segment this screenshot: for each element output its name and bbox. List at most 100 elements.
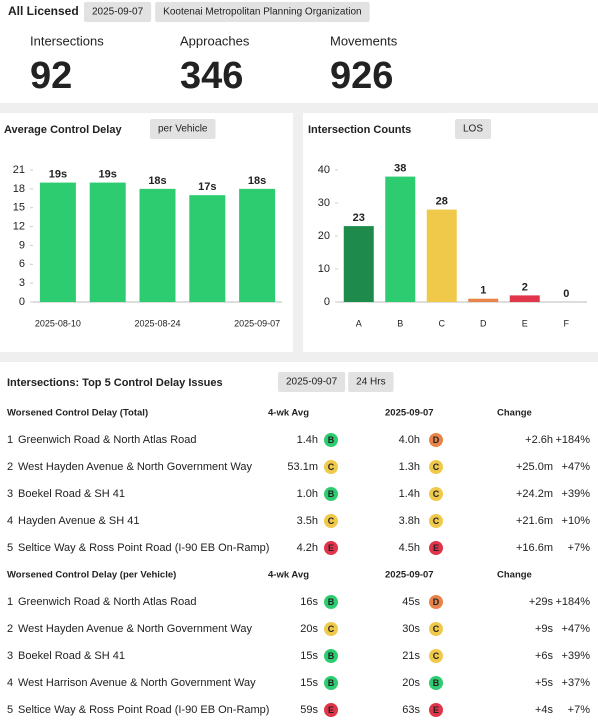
los-badge (429, 487, 443, 501)
change-percent: +47% (562, 623, 591, 635)
change: +2.6h (525, 434, 553, 446)
los-grade: E (328, 543, 334, 553)
y-tick-label: 0 (19, 296, 25, 308)
value-label: 2 (522, 281, 528, 293)
rank: 3 (7, 650, 13, 662)
issues-card (0, 362, 598, 721)
los-grade: B (328, 435, 335, 445)
intersection-name[interactable]: Hayden Avenue & SH 41 (18, 515, 140, 527)
change-percent: +37% (562, 677, 591, 689)
delay-value: 3.8h (399, 515, 420, 527)
value-label: 18s (248, 175, 266, 187)
x-tick-label: E (522, 318, 528, 328)
change: +24.2m (516, 488, 553, 500)
y-tick-label: 21 (13, 164, 25, 176)
rank: 1 (7, 596, 13, 608)
x-tick-label: 2025-08-10 (35, 318, 81, 328)
issues-period-pill[interactable] (348, 372, 394, 392)
issues-period-pill-label[interactable]: 24 Hrs (356, 377, 385, 388)
column-header: Worsened Control Delay (Total) (7, 408, 148, 419)
intersection-name[interactable]: Seltice Way & Ross Point Road (I-90 EB O… (18, 704, 269, 716)
bar (426, 209, 457, 302)
chart-option[interactable] (455, 119, 492, 139)
change: +9s (535, 623, 554, 635)
intersection-name[interactable]: Seltice Way & Ross Point Road (I-90 EB O… (18, 542, 269, 554)
intersection-name[interactable]: Boekel Road & SH 41 (18, 488, 125, 500)
intersection-name[interactable]: West Harrison Avenue & North Government … (18, 677, 256, 689)
issues-title: Intersections: Top 5 Control Delay Issue… (7, 377, 223, 389)
x-tick-label: 2025-08-24 (134, 318, 180, 328)
chart-option-label[interactable]: per Vehicle (158, 124, 208, 135)
bar (39, 182, 76, 302)
x-tick-label: 2025-09-07 (234, 318, 280, 328)
delay-value: 30s (402, 623, 420, 635)
intersection-name[interactable]: West Hayden Avenue & North Government Wa… (18, 623, 252, 635)
y-tick-label: 10 (318, 263, 330, 275)
value-label: 28 (436, 196, 448, 208)
column-header: 4-wk Avg (268, 408, 309, 419)
chart-option-label[interactable]: LOS (463, 124, 483, 135)
delay-value: 53.1m (287, 461, 318, 473)
delay-value: 20s (402, 677, 420, 689)
change-percent: +10% (562, 515, 591, 527)
y-tick-label: 6 (19, 258, 25, 270)
los-grade: C (328, 516, 335, 526)
issues-date-pill[interactable] (278, 372, 346, 392)
los-grade: C (433, 462, 440, 472)
bar (468, 298, 499, 302)
los-grade: C (433, 489, 440, 499)
delay-value: 3.5h (297, 515, 318, 527)
page-title: All Licensed (8, 4, 79, 18)
los-badge (324, 460, 338, 474)
intersection-name[interactable]: Greenwich Road & North Atlas Road (18, 596, 197, 608)
intersection-name[interactable]: Greenwich Road & North Atlas Road (18, 434, 197, 446)
intersection-name[interactable]: Boekel Road & SH 41 (18, 650, 125, 662)
los-badge (429, 622, 443, 636)
rank: 4 (7, 677, 13, 689)
bar (89, 182, 126, 302)
los-badge (429, 676, 443, 690)
los-grade: D (433, 435, 440, 445)
x-tick-label: D (480, 318, 487, 328)
value-label: 19s (49, 168, 67, 180)
value-label: 0 (563, 288, 569, 300)
rank: 2 (7, 623, 13, 635)
kpi-label: Intersections (30, 33, 104, 48)
kpi-label: Approaches (180, 33, 250, 48)
bar (189, 195, 226, 302)
rank: 2 (7, 461, 13, 473)
issues-date-pill-label[interactable]: 2025-09-07 (286, 377, 338, 388)
intersection-name[interactable]: West Hayden Avenue & North Government Wa… (18, 461, 252, 473)
los-grade: B (328, 651, 335, 661)
delay-value: 45s (402, 596, 420, 608)
los-badge (324, 541, 338, 555)
los-grade: E (433, 543, 439, 553)
org-pill[interactable] (155, 2, 370, 22)
org-pill-label[interactable]: Kootenai Metropolitan Planning Organizat… (163, 7, 361, 18)
change-percent: +47% (562, 461, 591, 473)
rank: 5 (7, 704, 13, 716)
column-header: Worsened Control Delay (per Vehicle) (7, 570, 176, 581)
delay-value: 20s (300, 623, 318, 635)
change: +21.6m (516, 515, 553, 527)
los-badge (324, 622, 338, 636)
chart-option[interactable] (150, 119, 216, 139)
bar (239, 188, 276, 302)
los-grade: C (433, 516, 440, 526)
date-pill-label[interactable]: 2025-09-07 (92, 7, 144, 18)
los-grade: C (433, 624, 440, 634)
kpi-value: 346 (180, 55, 243, 97)
delay-value: 1.3h (399, 461, 420, 473)
los-grade: B (328, 489, 335, 499)
y-tick-label: 20 (318, 230, 330, 242)
chart-title: Intersection Counts (308, 124, 411, 136)
date-pill[interactable] (84, 2, 152, 22)
delay-value: 1.4h (297, 434, 318, 446)
delay-value: 15s (300, 677, 318, 689)
delay-value: 16s (300, 596, 318, 608)
bar (139, 188, 176, 302)
x-tick-label: C (439, 318, 446, 328)
value-label: 18s (148, 175, 166, 187)
kpi-value: 926 (330, 55, 393, 97)
los-badge (429, 595, 443, 609)
